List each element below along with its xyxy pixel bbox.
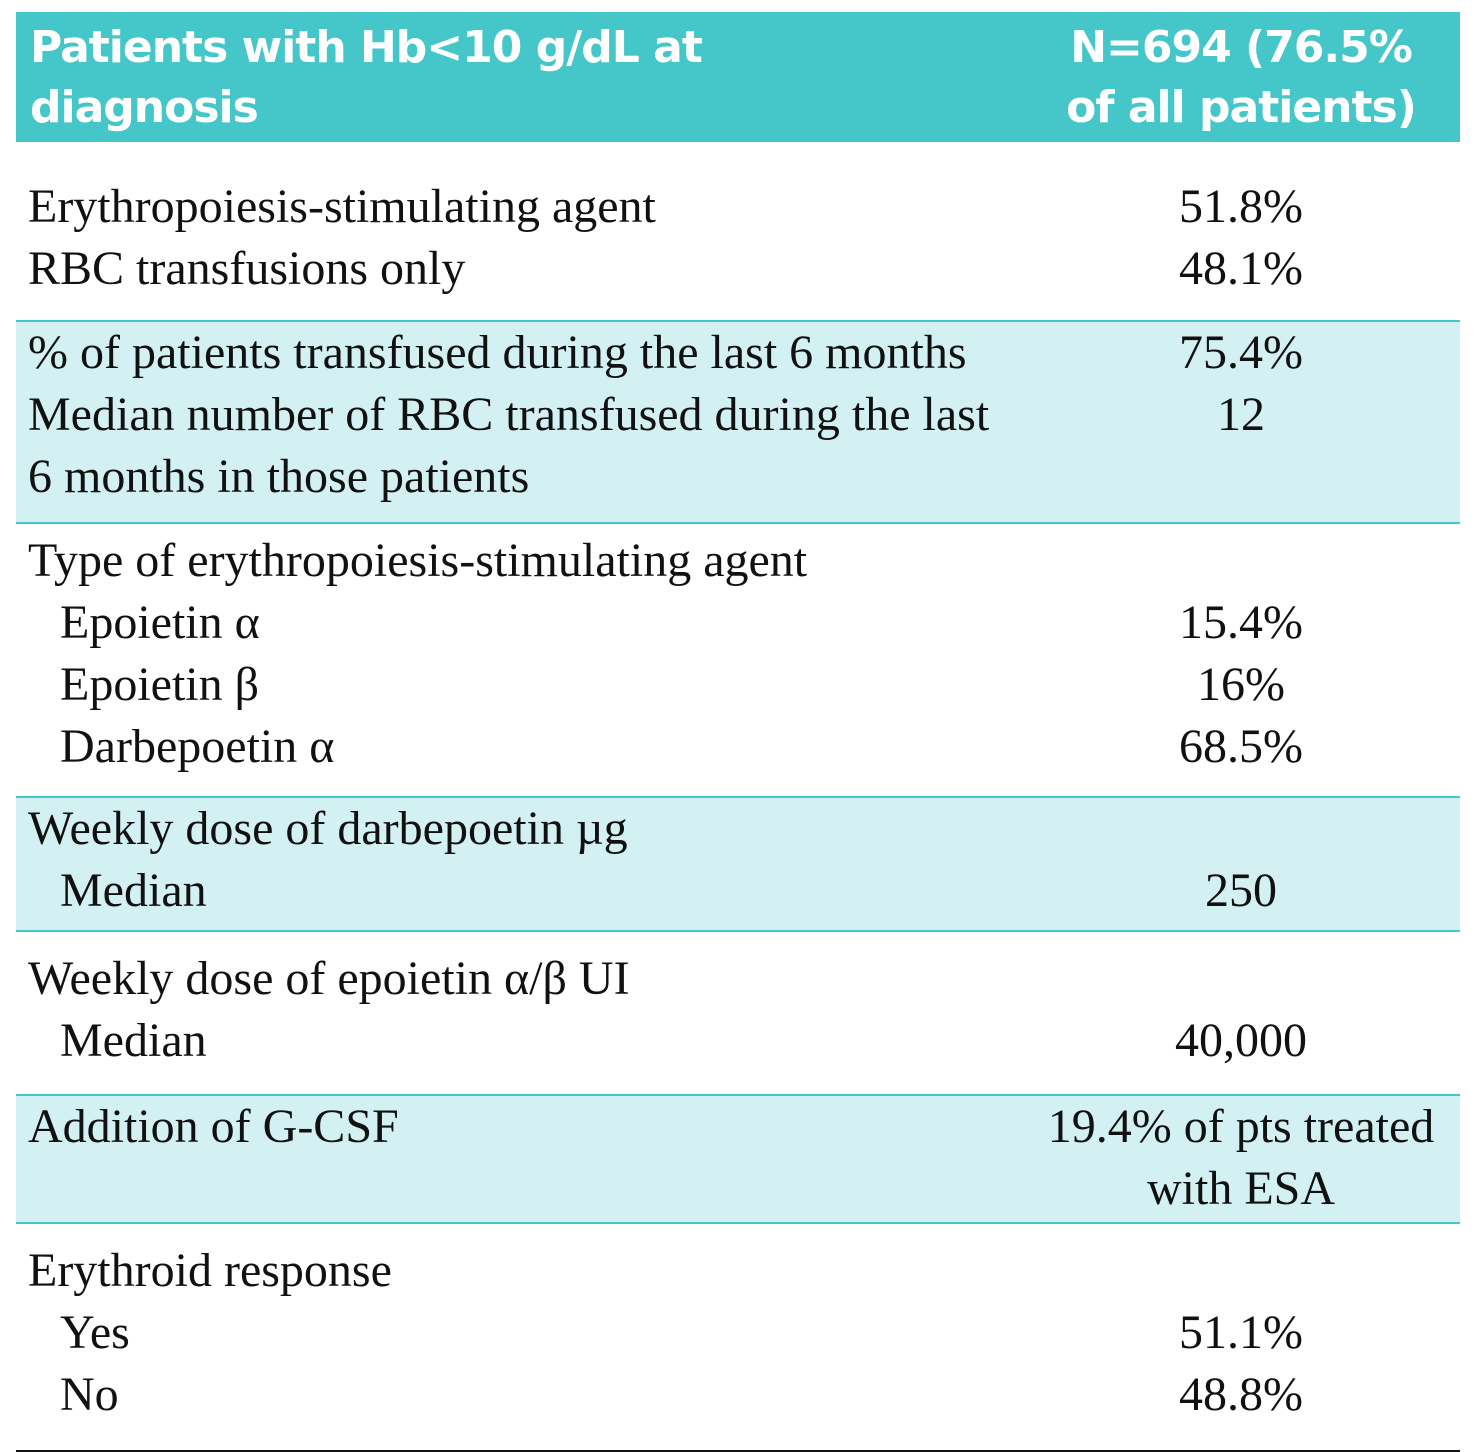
row-value: 48.1% bbox=[1179, 242, 1303, 295]
row-value: 51.1% bbox=[1179, 1306, 1303, 1359]
row-label: Yes bbox=[60, 1306, 130, 1359]
table-row: No 48.8% bbox=[16, 1364, 1460, 1426]
table-row: with ESA bbox=[16, 1158, 1460, 1220]
row-label: Epoietin β bbox=[60, 658, 260, 711]
row-label: Weekly dose of darbepoetin µg bbox=[28, 802, 628, 855]
table-row: % of patients transfused during the last… bbox=[16, 322, 1460, 384]
row-value: 68.5% bbox=[1179, 720, 1303, 773]
row-label: Darbepoetin α bbox=[60, 720, 335, 773]
table-row: RBC transfusions only 48.1% bbox=[16, 238, 1460, 300]
table-row: Erythropoiesis-stimulating agent 51.8% bbox=[16, 176, 1460, 238]
row-value: 250 bbox=[1205, 864, 1277, 917]
table-body: Erythropoiesis-stimulating agent 51.8% RBC… bbox=[16, 142, 1460, 1452]
table-row: Yes 51.1% bbox=[16, 1302, 1460, 1364]
row-label: Median bbox=[60, 864, 207, 917]
row-label: No bbox=[60, 1368, 119, 1421]
row-value: 15.4% bbox=[1179, 596, 1303, 649]
row-label: Erythroid response bbox=[28, 1244, 392, 1297]
row-label: Addition of G-CSF bbox=[28, 1100, 399, 1153]
row-label: 6 months in those patients bbox=[28, 450, 530, 503]
table-row: Median 40,000 bbox=[16, 1010, 1460, 1072]
row-value: 12 bbox=[1217, 388, 1265, 441]
row-value: 40,000 bbox=[1175, 1014, 1307, 1067]
row-group: Addition of G-CSF 19.4% of pts treated wit… bbox=[16, 1096, 1460, 1224]
row-value: with ESA bbox=[1146, 1162, 1335, 1215]
row-label: Type of erythropoiesis-stimulating agent bbox=[28, 534, 808, 587]
row-label: RBC transfusions only bbox=[28, 242, 466, 295]
row-value: 51.8% bbox=[1179, 180, 1303, 233]
table-row: Epoietin α 15.4% bbox=[16, 592, 1460, 654]
table-row: Median 250 bbox=[16, 860, 1460, 922]
row-group: Weekly dose of epoietin α/β UI Median 40,0… bbox=[16, 932, 1460, 1096]
table-row: Type of erythropoiesis-stimulating agent bbox=[16, 530, 1460, 592]
row-label: Epoietin α bbox=[60, 596, 260, 649]
table-row: 6 months in those patients bbox=[16, 446, 1460, 508]
table-row: Epoietin β 16% bbox=[16, 654, 1460, 716]
row-value: 19.4% of pts treated bbox=[1047, 1100, 1435, 1153]
table-row: Darbepoetin α 68.5% bbox=[16, 716, 1460, 778]
table-header: Patients with Hb<10 g/dL at diagnosis or… bbox=[16, 12, 1460, 193]
row-group: Type of erythropoiesis-stimulating agent… bbox=[16, 524, 1460, 798]
row-label: Median number of RBC transfused during t… bbox=[28, 388, 990, 441]
row-group: % of patients transfused during the last… bbox=[16, 322, 1460, 524]
anemia-treatment-table: Patients with Hb<10 g/dL at diagnosis or… bbox=[16, 12, 1460, 1452]
row-group: Erythroid response Yes 51.1% No 48.8% bbox=[16, 1224, 1460, 1452]
table-row: Median number of RBC transfused during t… bbox=[16, 384, 1460, 446]
row-label: Erythropoiesis-stimulating agent bbox=[28, 180, 656, 233]
header-left-label: Patients with Hb<10 g/dL at diagnosis or… bbox=[30, 22, 703, 193]
row-value: 16% bbox=[1197, 658, 1285, 711]
row-label: Median bbox=[60, 1014, 207, 1067]
table-row: Weekly dose of darbepoetin µg bbox=[16, 798, 1460, 860]
header-right-label: N=694 (76.5% of all patients) bbox=[1066, 22, 1417, 133]
row-value: 48.8% bbox=[1179, 1368, 1303, 1421]
row-label: % of patients transfused during the last… bbox=[28, 326, 967, 379]
table-row: Erythroid response bbox=[16, 1240, 1460, 1302]
row-label: Weekly dose of epoietin α/β UI bbox=[28, 952, 630, 1005]
row-group: Erythropoiesis-stimulating agent 51.8% RBC… bbox=[16, 142, 1460, 322]
table-row: Weekly dose of epoietin α/β UI bbox=[16, 948, 1460, 1010]
row-group: Weekly dose of darbepoetin µg Median 250 bbox=[16, 798, 1460, 932]
row-value: 75.4% bbox=[1179, 326, 1303, 379]
table-row: Addition of G-CSF 19.4% of pts treated bbox=[16, 1096, 1460, 1158]
